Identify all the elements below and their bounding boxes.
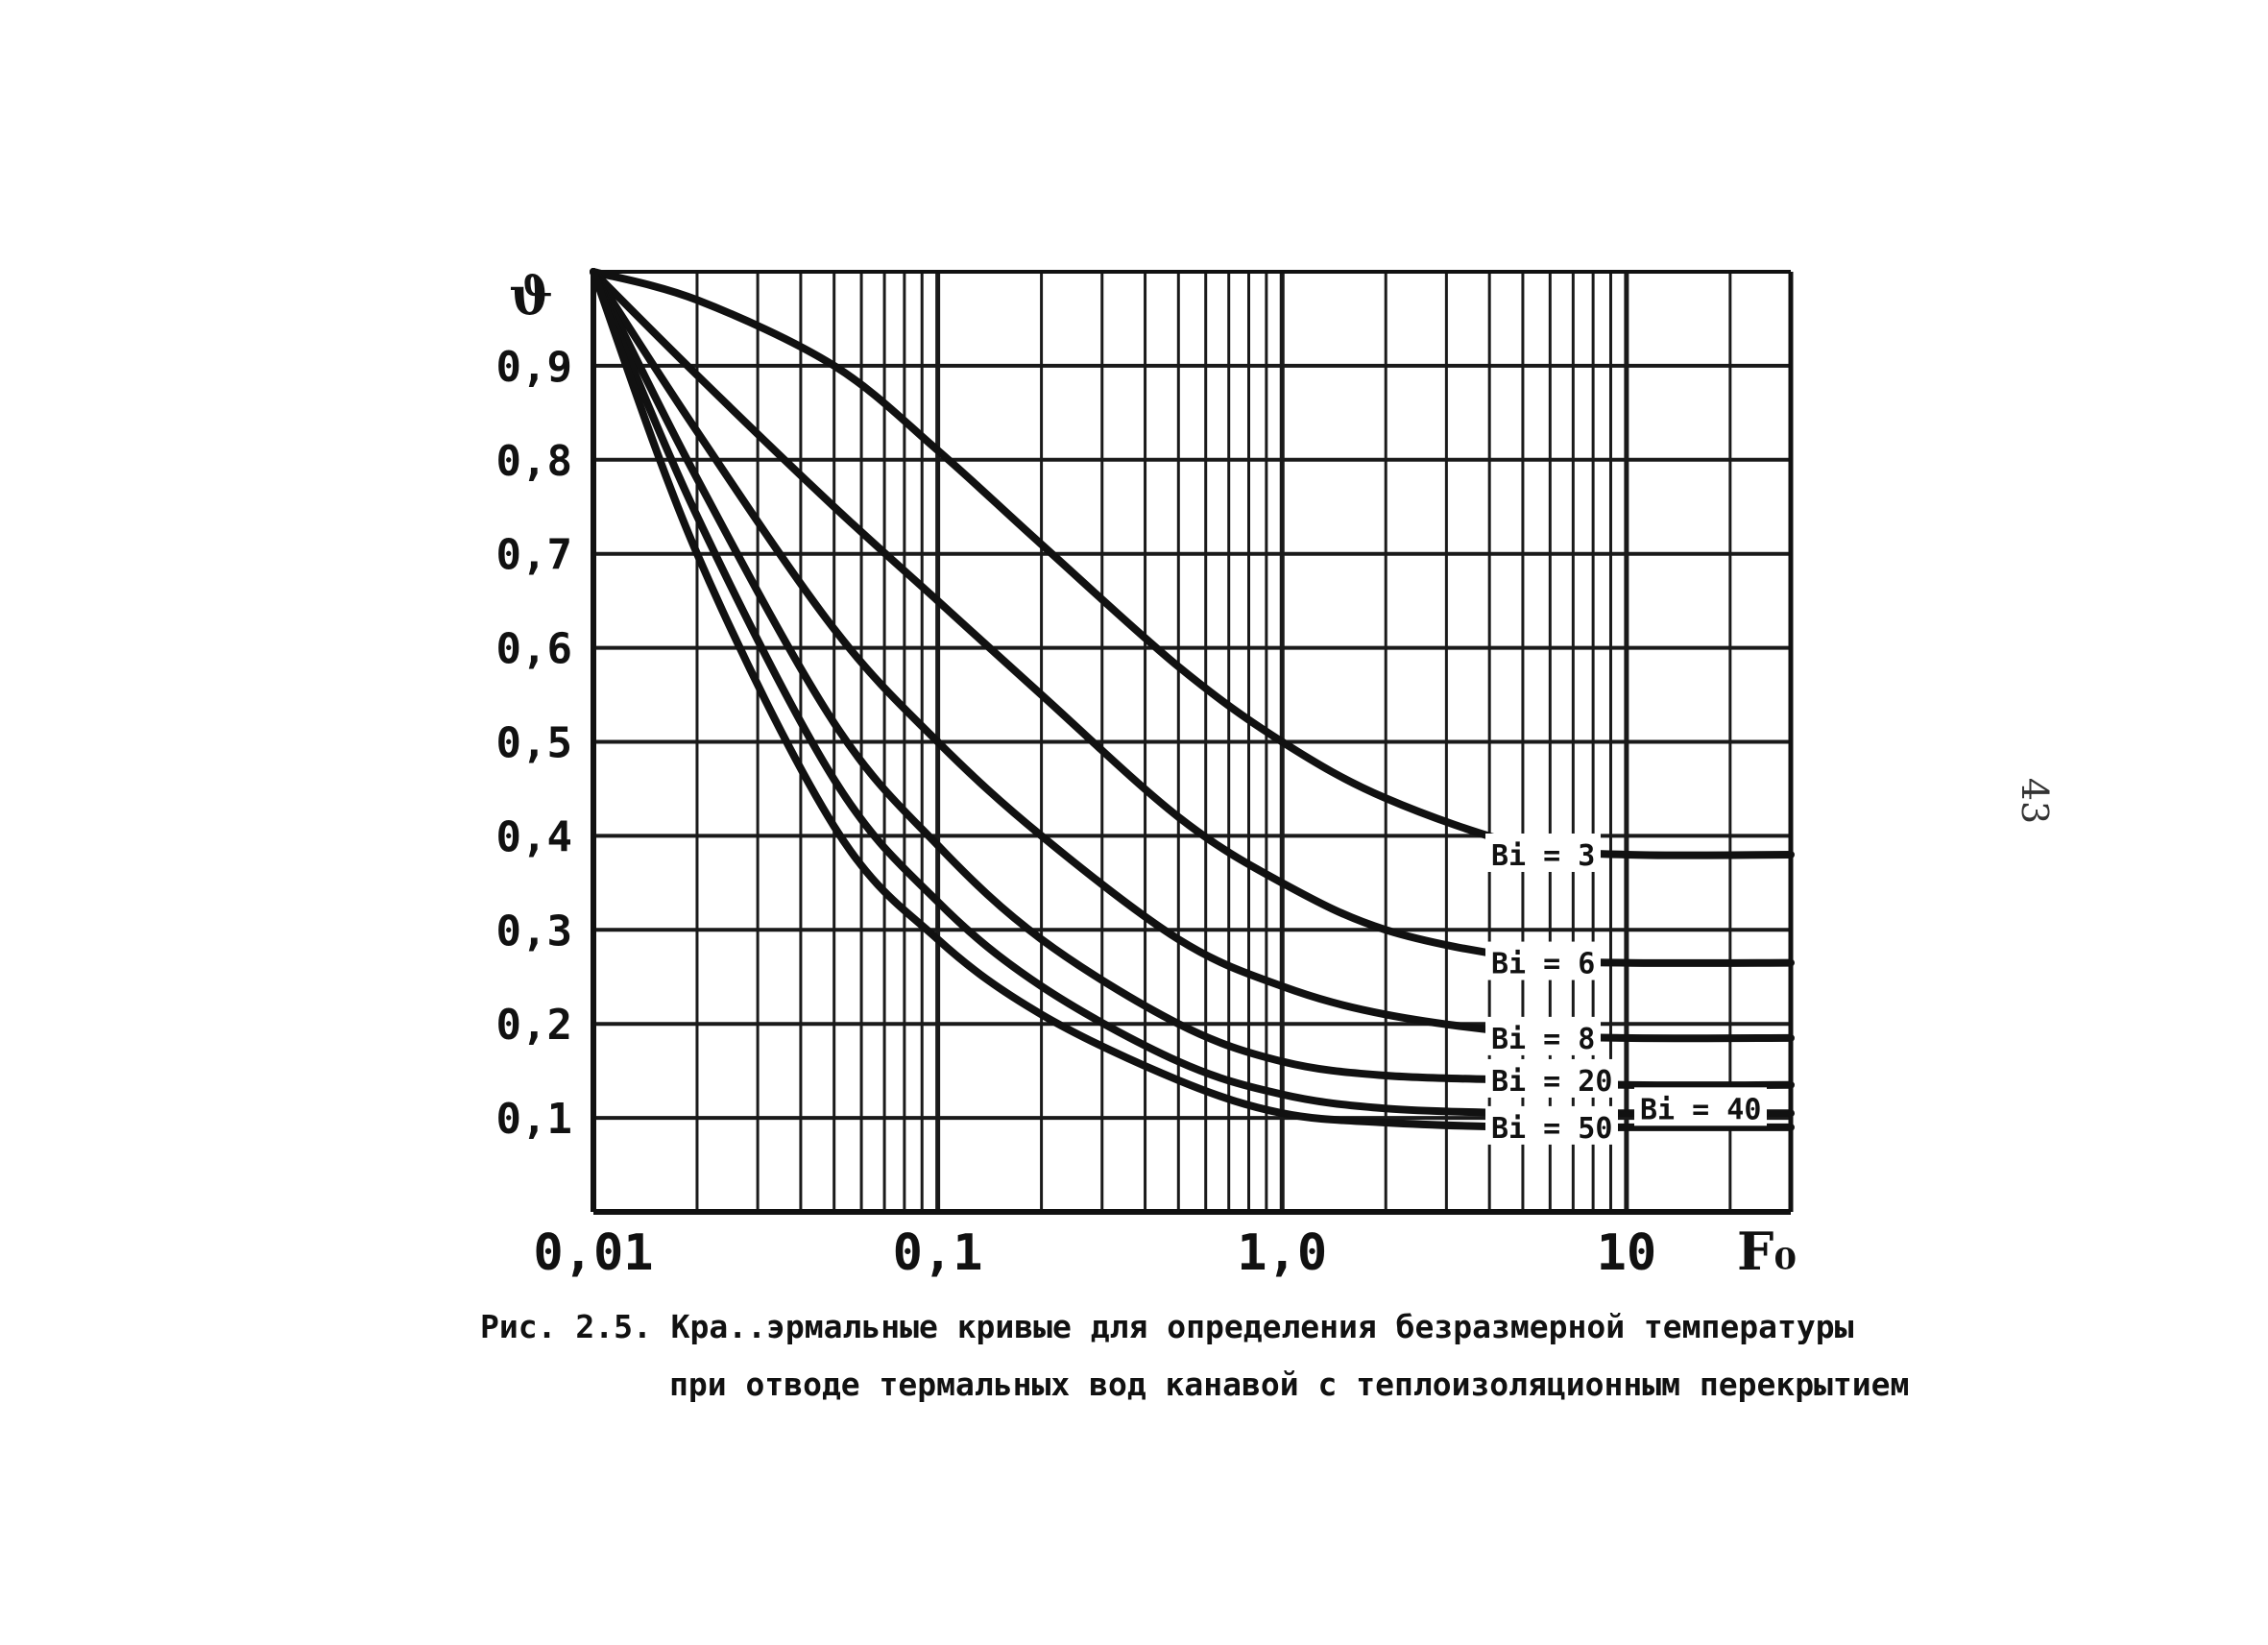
y-tick-label: 0,5 [496, 719, 572, 768]
series-label-bg [1485, 941, 1601, 980]
figure-caption-line-1: Рис. 2.5. Кра..эрмальные кривые для опре… [480, 1308, 1854, 1345]
x-tick-label: 0,1 [893, 1224, 983, 1282]
series-label: Bi = 50 [1491, 1112, 1612, 1146]
y-tick-label: 0,7 [496, 531, 572, 580]
x-tick-label: 0,01 [533, 1224, 653, 1282]
x-tick-labels: 0,01 0,1 1,0 10 [533, 1224, 1656, 1282]
x-tick-label: 1,0 [1237, 1224, 1327, 1282]
page-number: 43 [2014, 777, 2057, 825]
series-label: Bi = 40 [1640, 1093, 1761, 1126]
series-label-bg [1634, 1087, 1767, 1126]
series-label: Bi = 8 [1491, 1023, 1595, 1056]
series-label-bg [1485, 1016, 1601, 1055]
y-tick-label: 0,2 [496, 1001, 572, 1050]
y-tick-label: 0,4 [496, 812, 572, 861]
y-tick-label: 0,3 [496, 907, 572, 956]
series-label-bg [1485, 1058, 1618, 1098]
figure-caption-line-2: при отводе термальных вод канавой с тепл… [669, 1366, 1910, 1403]
x-axis-label: F₀ [1737, 1221, 1797, 1282]
y-tick-label: 0,9 [496, 343, 572, 392]
y-tick-label: 0,8 [496, 437, 572, 486]
series-label: Bi = 6 [1491, 948, 1595, 981]
y-tick-labels: 0,9 0,8 0,7 0,6 0,5 0,4 0,3 0,2 0,1 [496, 343, 572, 1144]
y-tick-label: 0,1 [496, 1095, 572, 1144]
series-label: Bi = 20 [1491, 1065, 1612, 1099]
series-label-bg [1485, 1105, 1618, 1145]
y-tick-label: 0,6 [496, 625, 572, 674]
plot-frame [591, 270, 1794, 1215]
y-axis-label: ϑ [509, 265, 553, 327]
series-label-bg [1485, 833, 1601, 872]
series-label: Bi = 3 [1491, 839, 1595, 873]
x-tick-label: 10 [1597, 1224, 1657, 1282]
series-labels: Bi = 3 Bi = 6 Bi = 8 Bi = 20 Bi = 40 Bi = 50 [1485, 833, 1767, 1146]
